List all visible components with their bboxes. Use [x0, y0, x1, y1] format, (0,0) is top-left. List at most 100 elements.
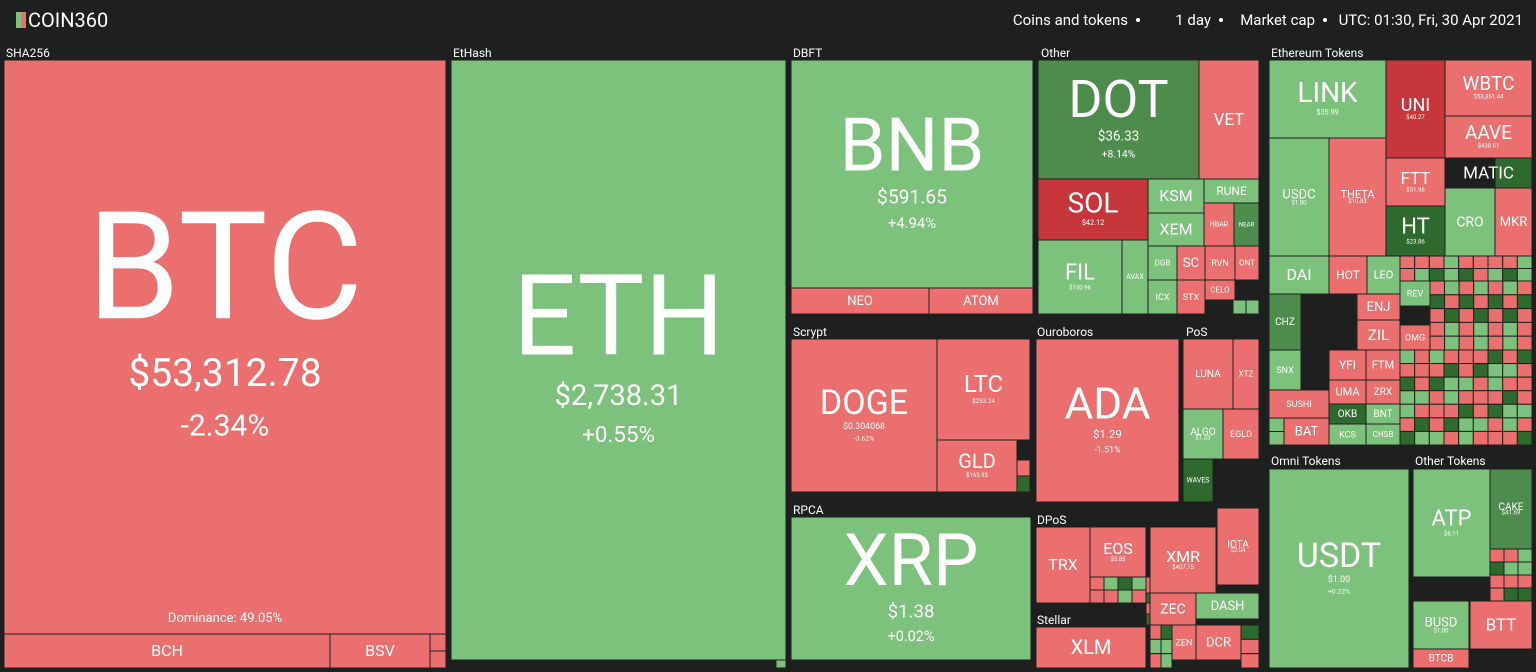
coin-tile[interactable]	[1182, 458, 1214, 503]
coin-symbol[interactable]: BTT	[1486, 615, 1517, 635]
coin-tile[interactable]	[1328, 379, 1367, 405]
coin-tile[interactable]	[1037, 239, 1123, 315]
coin-symbol[interactable]: OKB	[1338, 409, 1357, 420]
coin-tile[interactable]	[1268, 389, 1330, 419]
coin-symbol[interactable]: LTC	[964, 370, 1003, 398]
coin-symbol[interactable]: SC	[1183, 256, 1199, 271]
coin-symbol[interactable]: XTZ	[1239, 370, 1254, 379]
coin-tile[interactable]	[1268, 137, 1330, 257]
coin-tile[interactable]	[1399, 280, 1431, 307]
coin-tile[interactable]	[1328, 255, 1368, 295]
coin-tile[interactable]	[1222, 408, 1260, 460]
coin-tile[interactable]	[1198, 59, 1260, 180]
coin-symbol[interactable]: VET	[1214, 110, 1245, 130]
coin-tile[interactable]	[1385, 157, 1446, 207]
coin-tile[interactable]	[1356, 319, 1401, 351]
coin-symbol[interactable]: EGLD	[1230, 430, 1252, 440]
coin-tile[interactable]	[1399, 324, 1431, 351]
coin-tile[interactable]	[1489, 468, 1533, 550]
coin-symbol[interactable]: KSM	[1159, 186, 1193, 205]
coin-tile[interactable]	[1385, 59, 1446, 159]
coin-tile[interactable]	[1469, 600, 1533, 650]
coin-tile[interactable]	[1494, 187, 1533, 257]
coin-tile[interactable]	[1444, 187, 1496, 257]
coin-tile[interactable]	[1204, 279, 1236, 301]
coin-symbol[interactable]: LINK	[1297, 76, 1358, 109]
coin-symbol[interactable]: DAI	[1286, 265, 1311, 284]
coin-symbol[interactable]: XEM	[1159, 220, 1192, 239]
coin-symbol[interactable]: BNB	[839, 102, 984, 189]
coin-tile[interactable]	[1149, 526, 1217, 594]
coin-symbol[interactable]: WAVES	[1187, 477, 1210, 485]
filter[interactable]: Market cap	[1240, 11, 1315, 29]
coin-tile[interactable]	[1283, 417, 1330, 446]
coin-symbol[interactable]: DGB	[1155, 259, 1171, 268]
coin-symbol[interactable]: RUNE	[1216, 184, 1247, 198]
coin-tile[interactable]	[1268, 293, 1302, 351]
coin-symbol[interactable]: USDT	[1297, 536, 1381, 576]
coin-symbol[interactable]: LUNA	[1195, 369, 1221, 380]
coin-symbol[interactable]: FIL	[1065, 260, 1095, 285]
coin-tile[interactable]	[790, 338, 938, 493]
coin-tile[interactable]	[1328, 349, 1367, 381]
coin-symbol[interactable]: ONT	[1239, 259, 1255, 268]
coin-symbol[interactable]: CHZ	[1275, 317, 1295, 328]
coin-tile[interactable]	[790, 516, 1032, 661]
filter[interactable]: 1 day	[1175, 11, 1211, 29]
coin-symbol[interactable]: FTM	[1372, 359, 1394, 372]
coin-symbol[interactable]: XLM	[1071, 635, 1112, 659]
coin-symbol[interactable]: HT	[1401, 214, 1430, 239]
coin-symbol[interactable]: DOT	[1068, 69, 1168, 130]
coin-tile[interactable]	[790, 59, 1034, 289]
coin-tile[interactable]	[1385, 205, 1446, 257]
coin-tile[interactable]	[928, 287, 1034, 315]
coin-symbol[interactable]: HOT	[1336, 268, 1360, 282]
coin-tile[interactable]	[1121, 239, 1149, 315]
coin-symbol[interactable]: ZEN	[1176, 638, 1193, 648]
coin-symbol[interactable]: ICX	[1156, 293, 1170, 303]
coin-symbol[interactable]: STX	[1183, 293, 1200, 303]
coin-symbol[interactable]: FTT	[1401, 169, 1431, 189]
coin-symbol[interactable]: SOL	[1068, 187, 1119, 220]
coin-tile[interactable]	[1182, 338, 1234, 410]
coin-symbol[interactable]: WBTC	[1463, 72, 1515, 95]
coin-symbol[interactable]: BNT	[1373, 409, 1392, 420]
coin-symbol[interactable]: ENJ	[1367, 300, 1391, 315]
coin-tile[interactable]	[936, 439, 1018, 493]
coin-tile[interactable]	[1035, 526, 1091, 604]
coin-symbol[interactable]: ETH	[513, 251, 724, 382]
coin-symbol[interactable]: CAKE	[1499, 502, 1524, 513]
coin-symbol[interactable]: UNI	[1401, 95, 1430, 116]
coin-tile[interactable]	[329, 633, 431, 669]
coin-tile[interactable]	[1147, 212, 1205, 247]
coin-symbol[interactable]: CELO	[1210, 286, 1230, 295]
coin-tile[interactable]	[1412, 468, 1491, 578]
coin-symbol[interactable]: LEO	[1374, 269, 1394, 282]
coin-symbol[interactable]: MKR	[1500, 215, 1528, 230]
coin-tile[interactable]	[1412, 600, 1470, 650]
coin-tile[interactable]	[790, 287, 930, 315]
coin-tile[interactable]	[450, 59, 787, 661]
coin-symbol[interactable]: ATOM	[963, 294, 999, 309]
coin-symbol[interactable]: ADA	[1065, 377, 1151, 429]
coin-symbol[interactable]: BAT	[1295, 425, 1319, 440]
coin-symbol[interactable]: CHSB	[1373, 430, 1394, 439]
coin-symbol[interactable]: YFI	[1339, 358, 1356, 372]
coin-tile[interactable]	[936, 338, 1031, 441]
coin-tile[interactable]	[1365, 423, 1401, 446]
coin-tile[interactable]	[1035, 338, 1180, 503]
coin-symbol[interactable]: ZRX	[1374, 387, 1392, 398]
coin-tile[interactable]	[1365, 349, 1401, 381]
coin-symbol[interactable]: GLD	[958, 449, 996, 473]
coin-symbol[interactable]: SNX	[1276, 366, 1294, 376]
coin-symbol[interactable]: ALGO	[1190, 427, 1215, 438]
coin-tile[interactable]	[1176, 245, 1206, 281]
coin-tile[interactable]	[1444, 59, 1533, 117]
coin-tile[interactable]	[1268, 468, 1410, 669]
coin-tile[interactable]	[1147, 245, 1178, 281]
coin-symbol[interactable]: RVN	[1211, 259, 1229, 269]
coin-symbol[interactable]: OMG	[1405, 333, 1425, 343]
coin-tile[interactable]	[1195, 624, 1242, 661]
coin-tile[interactable]	[1035, 626, 1147, 669]
filter[interactable]: UTC: 01:30, Fri, 30 Apr 2021	[1339, 11, 1523, 29]
